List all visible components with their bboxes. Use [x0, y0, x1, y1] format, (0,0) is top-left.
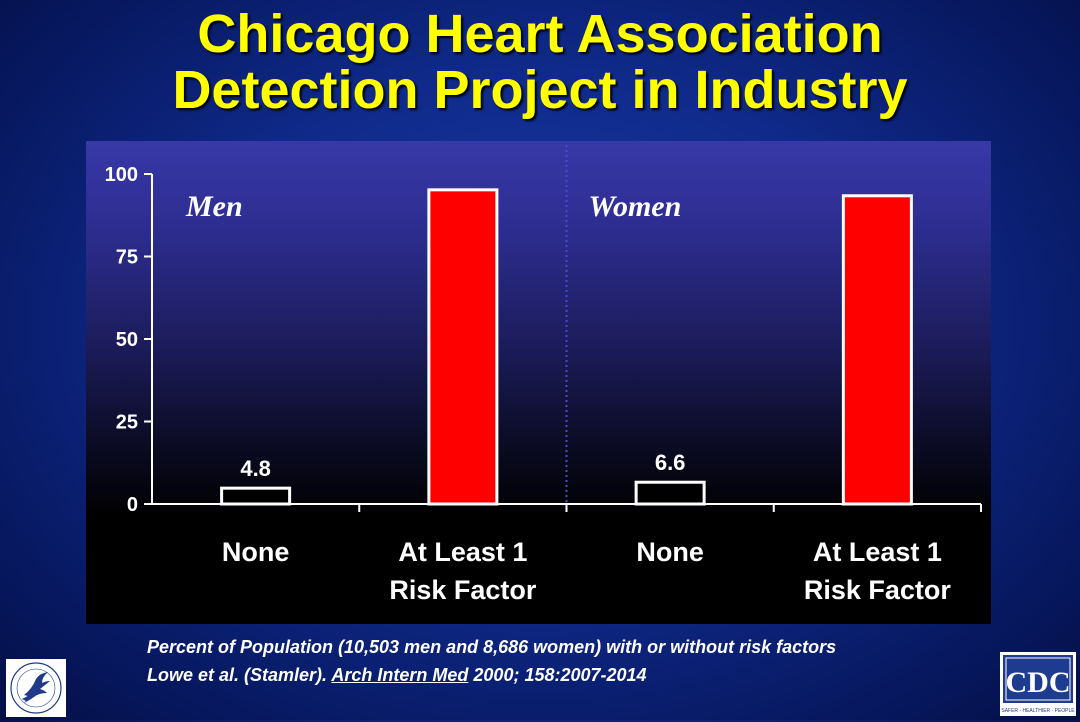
x-tick-label: Risk Factor: [389, 575, 537, 605]
x-tick-label: Risk Factor: [804, 575, 952, 605]
x-tick-label: At Least 1: [813, 537, 942, 567]
bar-women-none: [634, 480, 706, 506]
y-tick-label: 0: [127, 494, 138, 516]
panel-label-men: Men: [185, 190, 243, 223]
chart-panel: 0 25 50 75 100 Men 4.8 None At Least 1 Risk Facto…: [86, 141, 991, 624]
footnote-authors: Lowe et al. (Stamler).: [147, 665, 332, 685]
x-tick-label: At Least 1: [398, 537, 527, 567]
y-tick-label: 100: [105, 164, 138, 186]
data-label: 6.6: [655, 450, 686, 475]
panel-label-women: Women: [589, 190, 682, 223]
footnote: Percent of Population (10,503 men and 8,…: [147, 633, 836, 689]
slide-title: Chicago Heart Association Detection Proj…: [0, 6, 1080, 118]
data-label: 4.8: [240, 456, 271, 481]
y-tick-label: 50: [116, 329, 138, 351]
bar-chart: 0 25 50 75 100 Men 4.8 None At Least 1 Risk Facto…: [105, 145, 982, 605]
y-tick-label: 25: [116, 412, 138, 434]
x-tick-label: None: [636, 537, 704, 567]
footnote-line-1: Percent of Population (10,503 men and 8,…: [147, 637, 837, 657]
y-tick-label: 75: [116, 247, 138, 269]
bar-men-none: [220, 486, 292, 506]
footnote-journal: Arch Intern Med: [331, 665, 469, 685]
cdc-logo: CDC SAFER · HEALTHIER · PEOPLE: [1000, 652, 1076, 716]
footnote-line-2: Lowe et al. (Stamler). Arch Intern Med 2…: [147, 661, 836, 689]
x-tick-label: None: [222, 537, 290, 567]
footnote-citation: 2000; 158:2007-2014: [468, 665, 647, 685]
title-line-1: Chicago Heart Association: [197, 4, 883, 64]
bar-men-risk: [427, 188, 499, 506]
title-line-2: Detection Project in Industry: [172, 60, 908, 120]
cdc-logo-text: CDC: [1006, 666, 1071, 699]
bar-women-risk: [841, 194, 913, 506]
cdc-tagline: SAFER · HEALTHIER · PEOPLE: [1001, 708, 1075, 714]
hhs-eagle-logo: [6, 659, 66, 717]
